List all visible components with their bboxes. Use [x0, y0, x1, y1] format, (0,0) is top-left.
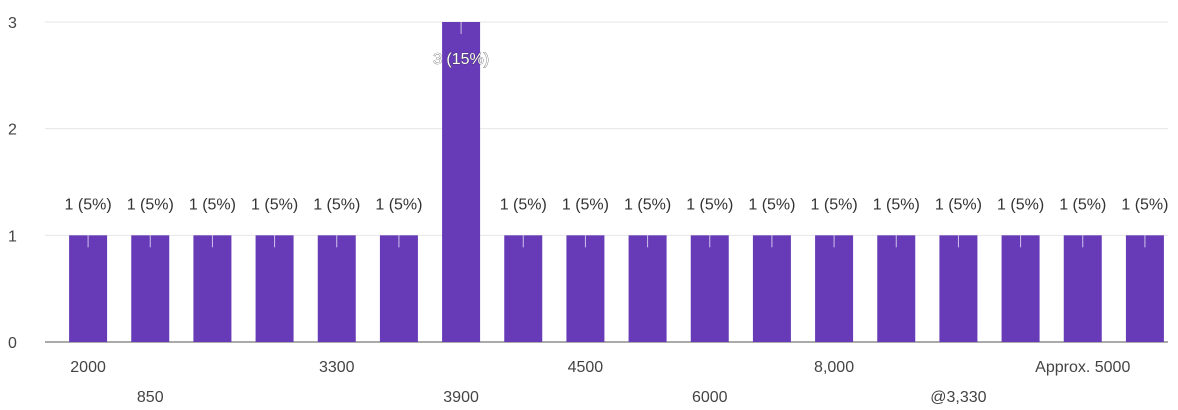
- data-label-15: 1 (5%): [997, 196, 1044, 213]
- x-tick-label-12: 8,000: [814, 359, 854, 376]
- x-tick-label-16: Approx. 5000: [1035, 359, 1130, 376]
- bar-11[interactable]: [752, 235, 791, 342]
- data-label-9: 1 (5%): [624, 196, 671, 213]
- bar-17[interactable]: [1125, 235, 1164, 342]
- bar-16[interactable]: [1063, 235, 1102, 342]
- data-label-10: 1 (5%): [686, 196, 733, 213]
- data-label-6: 3 (15%): [433, 51, 489, 68]
- bar-4[interactable]: [317, 235, 356, 342]
- data-label-17: 1 (5%): [1121, 196, 1168, 213]
- bar-7[interactable]: [504, 235, 543, 342]
- bar-0[interactable]: [69, 235, 108, 342]
- data-label-5: 1 (5%): [375, 196, 422, 213]
- bar-8[interactable]: [566, 235, 605, 342]
- data-label-12: 1 (5%): [811, 196, 858, 213]
- data-label-13: 1 (5%): [873, 196, 920, 213]
- bar-1[interactable]: [131, 235, 170, 342]
- data-label-2: 1 (5%): [189, 196, 236, 213]
- bar-15[interactable]: [1001, 235, 1040, 342]
- x-tick-label-0: 2000: [70, 359, 106, 376]
- x-tick-label-1: 850: [137, 389, 164, 406]
- y-tick-label-3: 3: [8, 15, 17, 32]
- x-tick-label-4: 3300: [319, 359, 355, 376]
- data-label-1: 1 (5%): [127, 196, 174, 213]
- y-tick-label-1: 1: [8, 228, 17, 245]
- x-tick-label-10: 6000: [692, 389, 728, 406]
- data-label-14: 1 (5%): [935, 196, 982, 213]
- bar-3[interactable]: [255, 235, 294, 342]
- bar-2[interactable]: [193, 235, 232, 342]
- bar-10[interactable]: [690, 235, 729, 342]
- data-label-16: 1 (5%): [1059, 196, 1106, 213]
- x-tick-label-14: @3,330: [930, 389, 986, 406]
- bar-6[interactable]: [442, 22, 481, 342]
- bar-12[interactable]: [815, 235, 854, 342]
- data-label-11: 1 (5%): [748, 196, 795, 213]
- bar-9[interactable]: [628, 235, 667, 342]
- x-tick-label-6: 3900: [443, 389, 479, 406]
- x-tick-label-8: 4500: [568, 359, 604, 376]
- data-label-7: 1 (5%): [500, 196, 547, 213]
- y-tick-label-2: 2: [8, 122, 17, 139]
- data-label-8: 1 (5%): [562, 196, 609, 213]
- data-label-0: 1 (5%): [65, 196, 112, 213]
- bar-14[interactable]: [939, 235, 978, 342]
- y-tick-label-0: 0: [8, 335, 17, 352]
- data-label-3: 1 (5%): [251, 196, 298, 213]
- bar-13[interactable]: [877, 235, 916, 342]
- bar-5[interactable]: [379, 235, 418, 342]
- data-label-4: 1 (5%): [313, 196, 360, 213]
